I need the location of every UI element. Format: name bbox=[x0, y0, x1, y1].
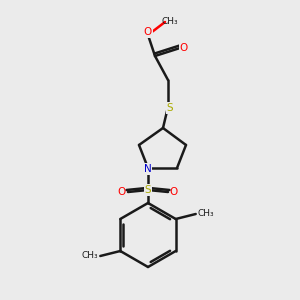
Text: O: O bbox=[118, 187, 126, 197]
Text: O: O bbox=[180, 43, 188, 53]
Text: CH₃: CH₃ bbox=[82, 251, 99, 260]
Text: S: S bbox=[167, 103, 173, 113]
Text: S: S bbox=[145, 185, 151, 195]
Text: O: O bbox=[170, 187, 178, 197]
Text: O: O bbox=[144, 27, 152, 37]
Text: CH₃: CH₃ bbox=[197, 209, 214, 218]
Text: N: N bbox=[144, 164, 152, 174]
Text: CH₃: CH₃ bbox=[162, 17, 178, 26]
